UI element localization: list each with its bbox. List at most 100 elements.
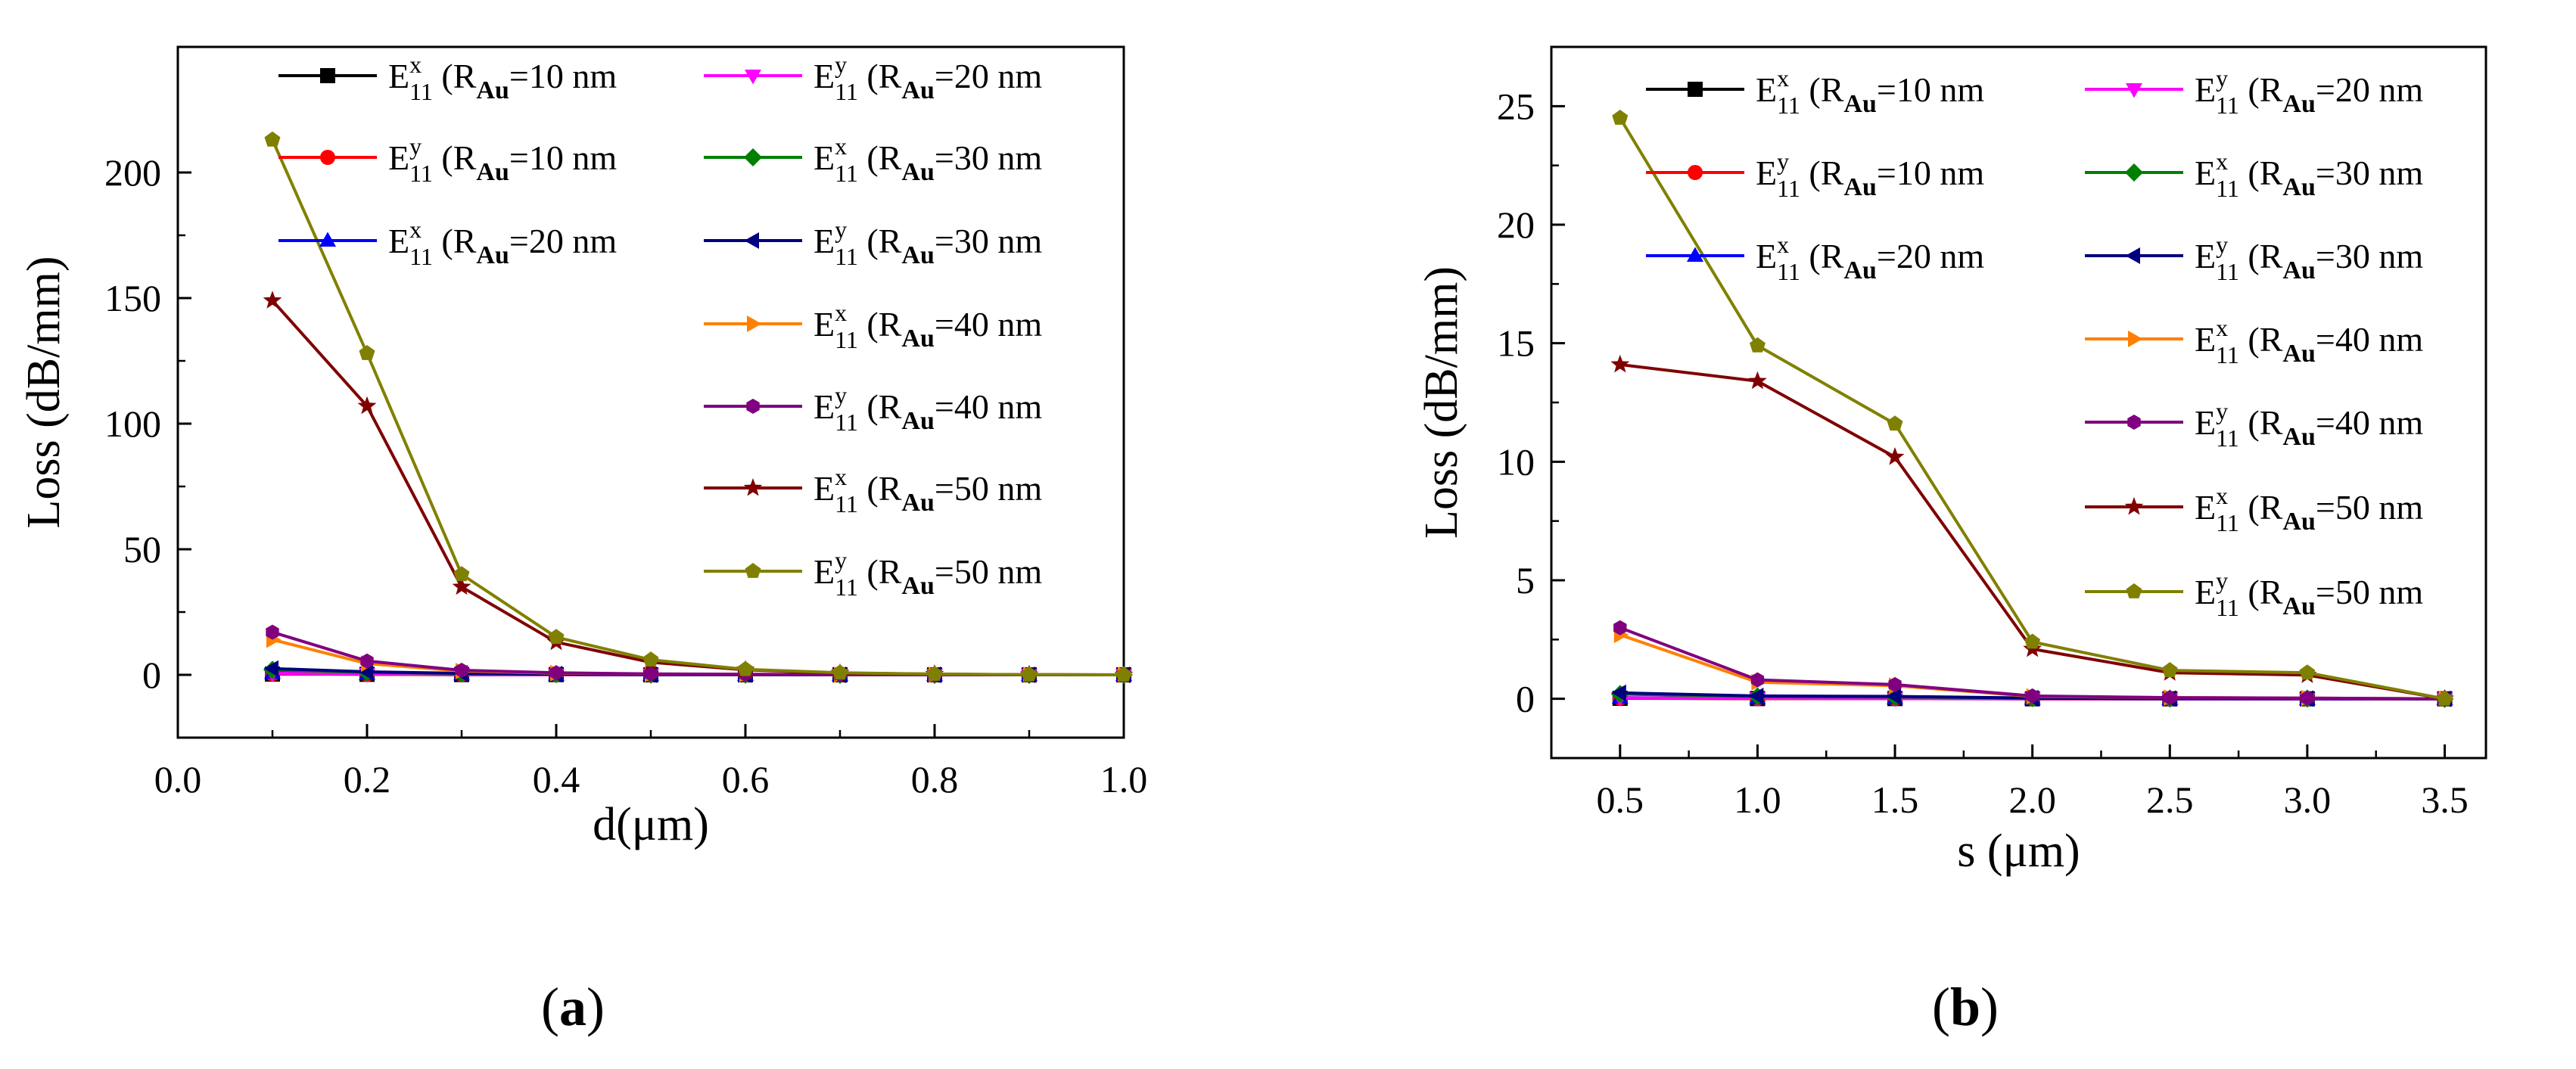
- series-line: [272, 638, 1124, 676]
- legend-label: Ey 11 (RAu=50 nm: [814, 546, 1042, 601]
- data-point: [2301, 690, 2314, 706]
- x-tick-label: 0.0: [154, 758, 202, 800]
- data-point: [2161, 662, 2178, 677]
- legend-marker: [1688, 165, 1703, 180]
- data-point: [263, 660, 278, 677]
- legend-marker: [744, 232, 759, 249]
- legend-marker: [2127, 415, 2141, 430]
- legend-marker: [320, 68, 335, 83]
- legend-label: Ey 11 (RAu=10 nm: [388, 132, 617, 187]
- legend-label: Ex 11 (RAu=10 nm: [388, 51, 617, 105]
- legend-label: Ey 11 (RAu=30 nm: [814, 216, 1042, 270]
- legend-marker: [747, 315, 762, 332]
- legend-marker: [1688, 82, 1703, 97]
- legend-label: Ey 11 (RAu=40 nm: [814, 381, 1042, 436]
- x-tick-label: 2.0: [2008, 778, 2056, 821]
- x-tick-label: 1.0: [1100, 758, 1148, 800]
- legend-label: Ex 11 (RAu=30 nm: [2195, 148, 2423, 202]
- series-9: [1612, 110, 2453, 706]
- y-tick-label: 50: [123, 528, 161, 570]
- legend-label: Ex 11 (RAu=20 nm: [388, 216, 617, 270]
- legend-entry: Ey 11 (RAu=20 nm: [2085, 64, 2423, 119]
- legend-label: Ex 11 (RAu=20 nm: [1756, 231, 1984, 285]
- legend-label: Ex 11 (RAu=30 nm: [814, 132, 1042, 187]
- x-tick-label: 0.8: [911, 758, 959, 800]
- x-tick-label: 3.5: [2421, 778, 2469, 821]
- legend-entry: Ex 11 (RAu=30 nm: [704, 132, 1042, 187]
- legend-entry: Ey 11 (RAu=40 nm: [2085, 397, 2423, 452]
- x-axis-label: s (μm): [1957, 825, 2080, 877]
- x-tick-label: 0.5: [1597, 778, 1644, 821]
- legend-marker: [746, 399, 760, 414]
- legend-entry: Ey 11 (RAu=10 nm: [1646, 148, 1984, 202]
- data-point: [1750, 337, 1766, 353]
- legend-label: Ex 11 (RAu=50 nm: [814, 463, 1042, 517]
- legend-label: Ey 11 (RAu=20 nm: [2195, 64, 2423, 119]
- data-point: [737, 660, 754, 676]
- legend-entry: Ex 11 (RAu=10 nm: [1646, 64, 1984, 119]
- legend-marker: [743, 478, 763, 496]
- data-point: [1610, 354, 1630, 373]
- series-line: [271, 138, 1125, 676]
- legend-entry: Ex 11 (RAu=10 nm: [278, 51, 617, 105]
- data-point: [548, 629, 565, 645]
- data-point: [549, 665, 563, 681]
- series-7: [1613, 620, 2452, 707]
- legend-entry: Ex 11 (RAu=20 nm: [1646, 231, 1984, 285]
- legend-marker: [2126, 83, 2142, 98]
- legend-marker: [319, 232, 336, 247]
- legend-entry: Ex 11 (RAu=20 nm: [278, 216, 617, 270]
- legend-marker: [2124, 497, 2144, 515]
- x-tick-label: 0.6: [722, 758, 770, 800]
- x-tick-label: 3.0: [2284, 778, 2332, 821]
- y-tick-label: 5: [1516, 559, 1535, 601]
- legend-entry: Ey 11 (RAu=10 nm: [278, 132, 617, 187]
- legend-label: Ey 11 (RAu=30 nm: [2195, 231, 2423, 285]
- data-point: [452, 576, 471, 595]
- y-tick-label: 0: [1516, 678, 1535, 720]
- data-point: [926, 666, 943, 681]
- series-line: [272, 630, 1124, 676]
- legend-marker: [745, 563, 761, 578]
- legend-entry: Ey 11 (RAu=50 nm: [2085, 567, 2423, 621]
- data-point: [360, 653, 374, 669]
- legend: Ex 11 (RAu=10 nm Ey 11 (RAu=10 nm Ex 11 (RAu=…: [1646, 64, 2423, 621]
- legend-marker: [2126, 583, 2142, 598]
- data-point: [2024, 633, 2041, 649]
- legend-label: Ex 11 (RAu=40 nm: [2195, 314, 2423, 368]
- legend-entry: Ex 11 (RAu=50 nm: [2085, 482, 2423, 536]
- legend-label: Ey 11 (RAu=20 nm: [814, 51, 1042, 105]
- series-9: [264, 131, 1132, 682]
- legend-marker: [2125, 163, 2143, 182]
- data-point: [2026, 688, 2039, 704]
- data-point: [1611, 684, 1626, 701]
- legend-marker: [2128, 331, 2143, 347]
- y-tick-label: 0: [142, 654, 161, 696]
- legend-entry: Ey 11 (RAu=40 nm: [704, 381, 1042, 436]
- legend-label: Ex 11 (RAu=40 nm: [814, 299, 1042, 353]
- data-point: [358, 663, 373, 680]
- y-tick-label: 10: [1497, 440, 1535, 483]
- y-tick-label: 25: [1497, 85, 1535, 127]
- data-point: [1750, 672, 1765, 688]
- legend-label: Ey 11 (RAu=40 nm: [2195, 397, 2423, 452]
- legend-entry: Ey 11 (RAu=30 nm: [704, 216, 1042, 270]
- x-tick-label: 2.5: [2146, 778, 2194, 821]
- y-tick-label: 100: [104, 402, 161, 445]
- data-point: [832, 664, 848, 680]
- legend-entry: Ey 11 (RAu=20 nm: [704, 51, 1042, 105]
- data-point: [2299, 664, 2316, 680]
- data-point: [266, 624, 279, 640]
- legend-marker: [320, 150, 335, 165]
- data-point: [1886, 688, 1901, 705]
- legend-marker: [1687, 247, 1703, 262]
- x-tick-label: 0.2: [344, 758, 391, 800]
- chart-panel-a: 0.0 0.2 0.4 0.6 0.8 1.0 0 50 100 150 200 Loss (dB/m…: [18, 45, 1148, 850]
- data-point: [642, 651, 659, 667]
- data-point: [1612, 110, 1629, 125]
- legend: Ex 11 (RAu=10 nm Ey 11 (RAu=10 nm Ex 11 (RAu=…: [278, 51, 1042, 601]
- y-axis-label: Loss (dB/mm): [1416, 266, 1467, 539]
- chart-panel-b: 0.5 1.0 1.5 2.0 2.5 3.0 3.5 0 5 10 15 20 25 Loss (dB/…: [1416, 45, 2487, 877]
- legend-entry: Ex 11 (RAu=30 nm: [2085, 148, 2423, 202]
- y-tick-label: 200: [104, 151, 161, 194]
